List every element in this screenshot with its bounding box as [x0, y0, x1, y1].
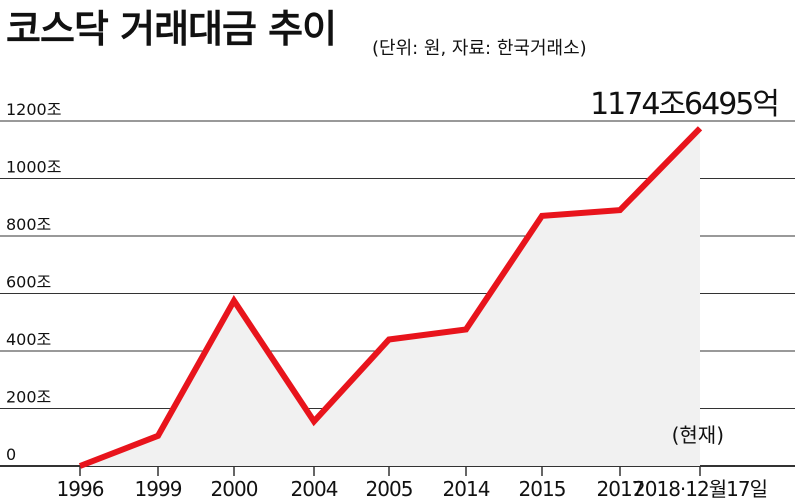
- x-tick-label: 1996: [57, 477, 104, 501]
- data-point: [155, 433, 161, 439]
- annotations: 1174조6495억 (현재): [590, 87, 780, 447]
- y-tick-label: 1200조: [6, 100, 61, 119]
- y-tick-label: 200조: [6, 388, 51, 407]
- last-value-label: 1174조6495억: [590, 87, 778, 122]
- chart-title: 코스닥 거래대금 추이: [6, 7, 337, 51]
- data-point: [386, 337, 392, 343]
- x-tick-label: 2014: [443, 477, 490, 501]
- series-area: [80, 128, 700, 466]
- x-tick-label: 1999: [135, 477, 182, 501]
- y-tick-label: 1000조: [6, 158, 61, 177]
- chart-subtitle: (단위: 원, 자료: 한국거래소): [372, 38, 587, 59]
- data-point: [463, 326, 469, 332]
- x-tick-label: 2005: [366, 477, 413, 501]
- area-fill-layer: [80, 128, 700, 466]
- data-point: [77, 463, 83, 469]
- y-tick-label: 400조: [6, 330, 51, 349]
- y-axis-ticks: 0 200조 400조 600조 800조 1000조 1200조: [6, 100, 61, 464]
- x-tick-label: 2004: [291, 477, 338, 501]
- data-point: [617, 207, 623, 213]
- series-line: [78, 126, 703, 469]
- data-point: [231, 298, 237, 304]
- x-tick-label: 2017: [597, 477, 644, 501]
- data-point: [539, 213, 545, 219]
- current-note: (현재): [672, 423, 724, 447]
- y-tick-label: 600조: [6, 273, 51, 292]
- x-axis-ticks: 1996 1999 2000 2004 2005 2014 2015 20172018·12월…: [57, 477, 768, 501]
- x-tick-label: 2015: [519, 477, 566, 501]
- x-tick-label: 2018·12월17일: [633, 477, 767, 501]
- y-tick-label: 800조: [6, 215, 51, 234]
- series-line-layer: [77, 125, 703, 469]
- y-tick-label: 0: [6, 445, 16, 464]
- x-tick-label: 2000: [211, 477, 258, 501]
- data-point: [311, 418, 317, 424]
- data-point: [697, 125, 703, 131]
